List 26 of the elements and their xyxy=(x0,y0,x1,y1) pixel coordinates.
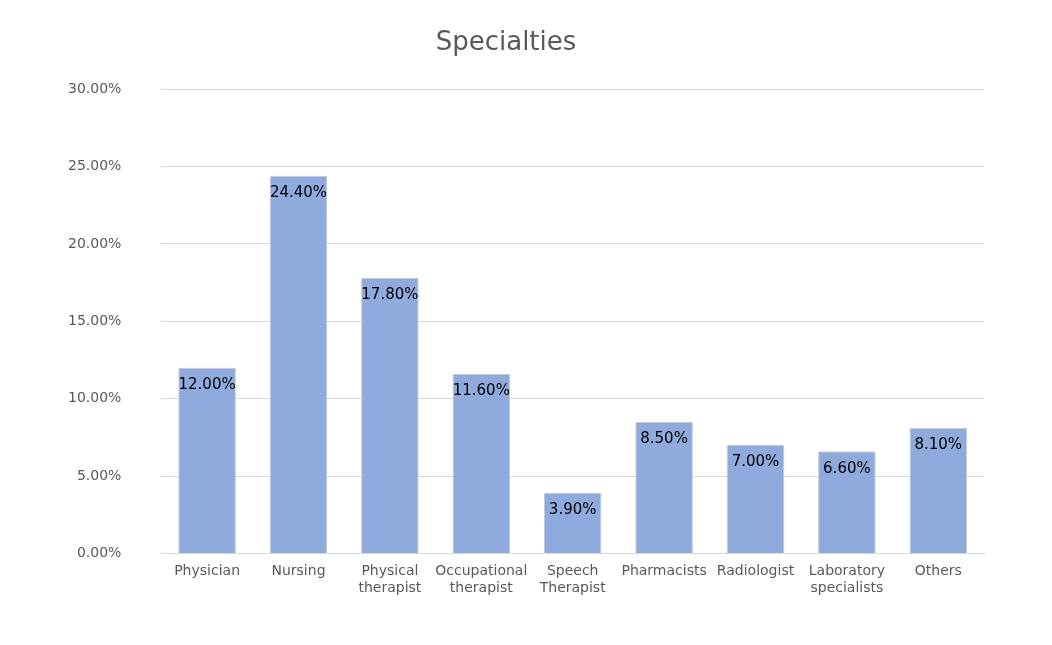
y-tick-label: 25.00% xyxy=(67,157,122,174)
data-label: 8.10% xyxy=(914,435,963,454)
x-tick-label: Others xyxy=(914,562,962,579)
y-tick-label: 15.00% xyxy=(67,311,122,328)
y-tick-label: 30.00% xyxy=(67,79,122,96)
data-label: 24.40% xyxy=(269,183,328,202)
data-label: 11.60% xyxy=(452,381,510,400)
x-tick-label: Occupational therapist xyxy=(435,562,528,596)
y-tick-label: 10.00% xyxy=(67,389,122,406)
data-label: 17.80% xyxy=(361,285,419,304)
x-tick-label: Physical therapist xyxy=(358,562,422,596)
data-label: 12.00% xyxy=(178,375,236,394)
y-tick-label: 0.00% xyxy=(76,544,122,561)
x-tick-label: Nursing xyxy=(271,562,326,579)
chart-title: Specialties xyxy=(435,26,577,57)
x-tick-label: Pharmacists xyxy=(621,562,707,579)
x-tick-label: Radiologist xyxy=(716,562,795,579)
x-tick-label: Speech Therapist xyxy=(538,562,607,596)
data-label: 7.00% xyxy=(731,452,780,471)
y-tick-label: 5.00% xyxy=(76,466,122,483)
x-tick-label: Laboratory specialists xyxy=(808,562,886,596)
data-label: 8.50% xyxy=(640,429,688,448)
data-label: 6.60% xyxy=(823,458,871,477)
y-tick-label: 20.00% xyxy=(67,234,122,251)
data-label: 3.90% xyxy=(548,500,597,519)
x-tick-label: Physician xyxy=(174,562,240,579)
